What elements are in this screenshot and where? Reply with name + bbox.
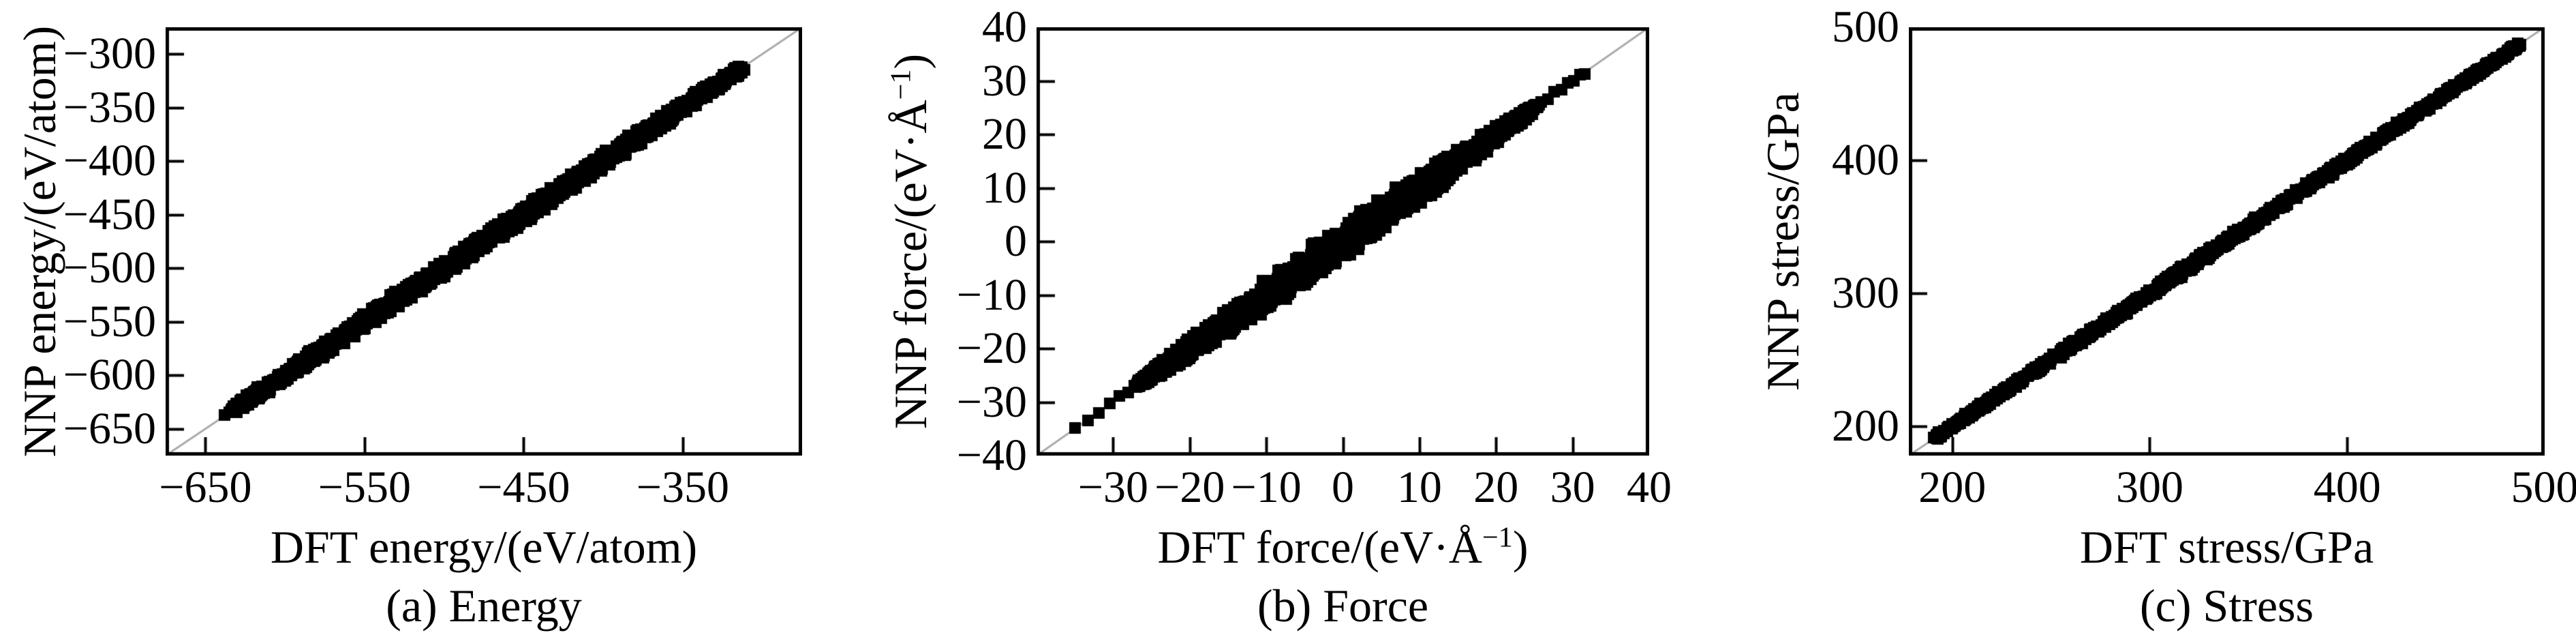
y-tick-label: −600 — [63, 350, 156, 400]
superscript-exponent: −1 — [1482, 521, 1513, 554]
x-tick-label: 400 — [2313, 462, 2381, 512]
x-tick-label: −30 — [1077, 462, 1148, 512]
panel-caption: (a) Energy — [386, 580, 582, 632]
scatter-plot-area — [1909, 27, 2545, 456]
y-tick-label: 400 — [1832, 135, 1899, 186]
x-tick-label: −10 — [1231, 462, 1302, 512]
x-tick-label: 500 — [2511, 462, 2576, 512]
y-tick-label: −650 — [63, 403, 156, 454]
x-axis-label: DFT stress/GPa — [2079, 521, 2374, 573]
x-axis-label: DFT energy/(eV/atom) — [270, 521, 698, 573]
x-tick-label: −650 — [159, 462, 252, 512]
x-tick-label: −20 — [1154, 462, 1225, 512]
x-tick-label: −450 — [477, 462, 570, 512]
panel-caption: (b) Force — [1257, 580, 1429, 632]
y-tick-label: 200 — [1832, 401, 1899, 451]
y-tick-label: 300 — [1832, 268, 1899, 318]
x-tick-label: −550 — [318, 462, 411, 512]
y-tick-label: 500 — [1832, 2, 1899, 52]
y-axis-label: NNP stress/GPa — [1757, 92, 1809, 391]
x-tick-label: 30 — [1550, 462, 1595, 512]
y-tick-label: 20 — [982, 109, 1027, 159]
y-tick-label: 40 — [982, 2, 1027, 52]
y-tick-label: −40 — [956, 430, 1027, 480]
y-tick-label: −10 — [956, 269, 1027, 320]
x-tick-label: 20 — [1473, 462, 1519, 512]
x-tick-label: 40 — [1627, 462, 1672, 512]
y-tick-label: −350 — [63, 82, 156, 132]
x-axis-label: DFT force/(eV·Å−1) — [1157, 521, 1529, 573]
y-tick-label: 10 — [982, 162, 1027, 213]
scatter-plot-area — [166, 27, 802, 456]
y-tick-label: −30 — [956, 376, 1027, 427]
y-tick-label: 0 — [1005, 216, 1027, 266]
x-tick-label: −350 — [636, 462, 729, 512]
x-tick-label: 0 — [1332, 462, 1354, 512]
panel-caption: (c) Stress — [2140, 580, 2314, 632]
x-tick-label: 10 — [1396, 462, 1442, 512]
y-tick-label: −550 — [63, 296, 156, 346]
y-tick-label: −500 — [63, 243, 156, 293]
y-tick-label: 30 — [982, 55, 1027, 106]
y-tick-label: −450 — [63, 189, 156, 239]
x-tick-label: 200 — [1918, 462, 1987, 512]
y-tick-label: −400 — [63, 136, 156, 186]
scatter-plot-area — [1037, 27, 1649, 456]
y-tick-label: −300 — [63, 29, 156, 79]
y-tick-label: −20 — [956, 323, 1027, 373]
x-tick-label: 300 — [2115, 462, 2183, 512]
